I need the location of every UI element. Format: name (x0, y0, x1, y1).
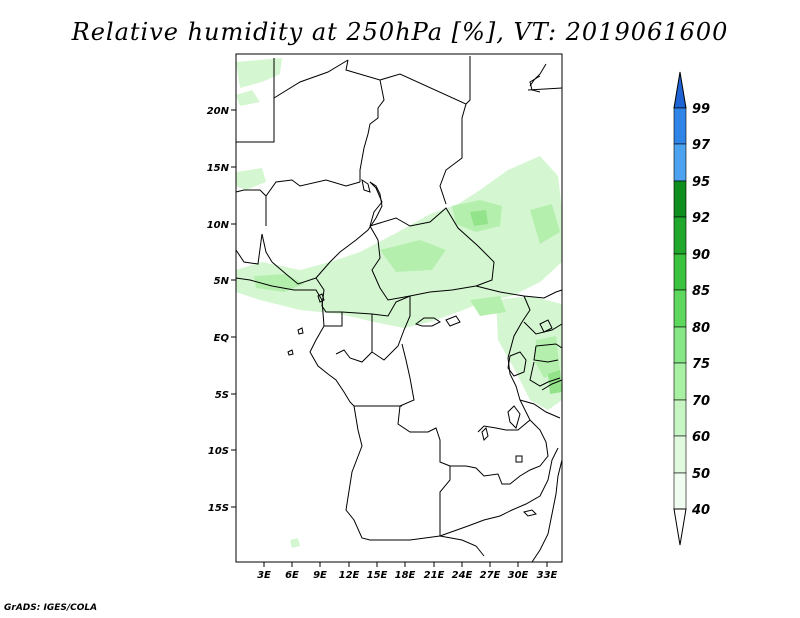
lat-label: 10S (208, 446, 229, 457)
colorbar-segment (673, 326, 687, 364)
country-boundaries (235, 56, 563, 563)
colorbar-segment (673, 399, 687, 437)
lon-label: 21E (424, 570, 445, 581)
colorbar-label: 40 (691, 503, 710, 518)
lon-label: 33E (537, 570, 558, 581)
colorbar-segment (673, 472, 687, 510)
colorbar (673, 71, 687, 546)
lon-labels: 3E 6E 9E 12E 15E 18E 21E 24E 27E 30E 33E (257, 570, 557, 581)
lon-label: 27E (480, 570, 501, 581)
lon-label: 3E (257, 570, 271, 581)
colorbar-label: 99 (692, 102, 710, 117)
colorbar-segment (673, 143, 687, 182)
lat-label: 5N (214, 276, 230, 287)
colorbar-label: 60 (692, 430, 710, 445)
map-title: Relative humidity at 250hPa [%], VT: 201… (71, 18, 729, 46)
colorbar-label: 80 (692, 321, 710, 336)
colorbar-bottom-triangle (673, 508, 687, 546)
colorbar-label: 50 (692, 467, 710, 482)
lat-labels: 20N 15N 10N 5N EQ 5S 10S 15S (207, 106, 230, 514)
lon-label: 6E (285, 570, 299, 581)
colorbar-label: 75 (692, 357, 710, 372)
lon-label: 15E (367, 570, 388, 581)
colorbar-segment (673, 289, 687, 328)
credit-text: GrADS: IGES/COLA (4, 603, 98, 613)
lon-label: 12E (339, 570, 360, 581)
lat-label: 15S (208, 503, 229, 514)
colorbar-label: 90 (692, 248, 710, 263)
humidity-field (236, 58, 562, 548)
colorbar-label: 92 (692, 211, 710, 226)
lon-label: 9E (313, 570, 327, 581)
lat-label: 5S (215, 390, 229, 401)
lat-label: 10N (207, 220, 230, 231)
colorbar-label: 97 (692, 138, 711, 153)
colorbar-segment (673, 362, 687, 401)
colorbar-label: 85 (692, 284, 710, 299)
colorbar-segment (673, 253, 687, 291)
colorbar-segment (673, 435, 687, 474)
lon-label: 30E (508, 570, 529, 581)
colorbar-segment (673, 180, 687, 218)
lat-label: EQ (214, 333, 230, 344)
map-frame (235, 53, 563, 563)
lon-axis (263, 562, 548, 567)
lat-axis (231, 109, 236, 508)
lat-label: 15N (207, 163, 230, 174)
colorbar-top-triangle (673, 71, 687, 109)
lon-label: 18E (395, 570, 416, 581)
colorbar-label: 70 (692, 394, 710, 409)
colorbar-segment (673, 107, 687, 145)
colorbar-segment (673, 216, 687, 255)
lon-label: 24E (452, 570, 473, 581)
colorbar-labels: 99 97 95 92 90 85 80 75 70 60 50 40 (691, 102, 711, 518)
colorbar-label: 95 (692, 175, 710, 190)
lat-label: 20N (207, 106, 230, 117)
